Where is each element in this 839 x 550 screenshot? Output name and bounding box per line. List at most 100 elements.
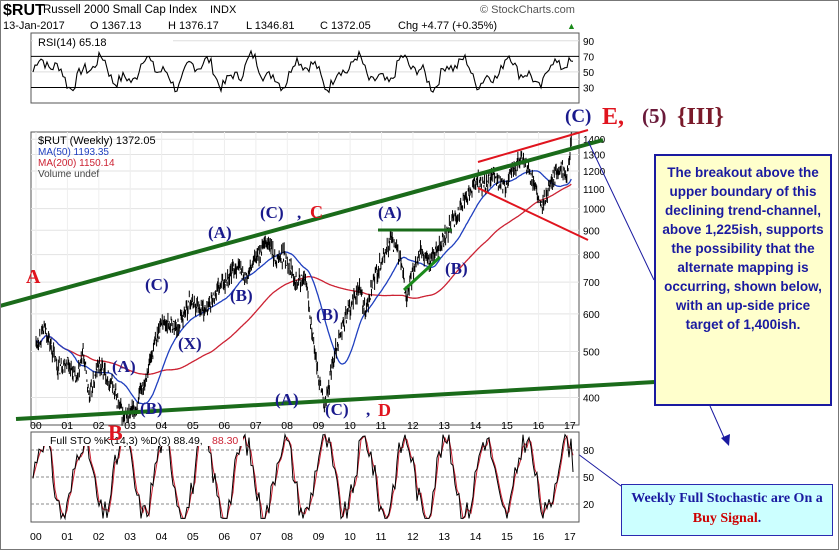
upper-trendline [0,138,604,308]
price-grid [31,132,579,425]
quote-close: C 1372.05 [320,20,371,32]
callout-connector [587,140,655,281]
stoch-tick-label: 80 [583,446,595,457]
price-legend-main: $RUT (Weekly) 1372.05 [38,135,156,147]
red-upper-line [477,129,589,163]
x-tick-label: 13 [438,420,450,432]
x-tick-label: 12 [407,420,419,432]
wave-A2: (A) [208,223,232,242]
legend-ma200: MA(200) 1150.14 [38,158,115,169]
stoch-label-value: 88.30 [212,435,238,447]
wave-b-rise-line [402,255,442,292]
stoch-label: Full STO %K(14,3) %D(3) 88.49, [50,435,203,447]
legend-ma50: MA(50) 1193.35 [38,147,109,158]
stoch-ticks: 80 50 20 [583,446,595,511]
x-tick-label: 03 [124,531,136,543]
wave-E-label: E, [602,104,624,130]
quote-change: Chg +4.77 (+0.35%) [398,20,497,32]
x-tick-label: 13 [438,531,450,543]
wave-B1: (B) [230,286,253,305]
stochastic-callout: Weekly Full Stochastic are On a Buy Sign… [621,484,833,536]
rsi-tick-label: 30 [583,83,595,94]
price-tick-label: 1300 [583,151,606,162]
x-tick-label: 17 [564,420,576,432]
quote-low: L 1346.81 [246,20,295,32]
x-tick-label: 01 [61,531,73,543]
breakout-callout: The breakout above the upper boundary of… [654,154,832,406]
x-tick-label: 14 [470,531,482,543]
wave-A-big: A [26,266,41,288]
rsi-label: RSI(14) 65.18 [38,37,106,49]
rsi-tick-label: 50 [583,68,595,79]
stoch-callout-text: Weekly Full Stochastic are On a [631,491,823,506]
x-tick-label: 09 [313,531,325,543]
lower-trendline [15,380,656,421]
wave-C1: (C) [145,275,169,294]
x-tick-label: 15 [501,531,513,543]
x-tick-label: 06 [218,420,230,432]
x-tick-label: 16 [533,420,545,432]
quote-high: H 1376.17 [168,20,219,32]
x-tick-label: 01 [61,420,73,432]
x-tick-label: 05 [187,531,199,543]
legend-volume: Volume undef [38,169,99,180]
x-tick-label: 12 [407,531,419,543]
rsi-label-bg [33,35,173,48]
brand-label: © StockCharts.com [480,4,575,16]
x-tick-label: 14 [470,420,482,432]
price-tick-label: 800 [583,251,600,262]
x-tick-label: 11 [376,420,387,432]
x-tick-label: 07 [250,531,262,543]
price-tick-label: 1000 [583,205,606,216]
x-axis-bottom: 00 01 02 03 04 05 06 07 08 09 10 11 12 13 14 15 16 17 [30,531,576,543]
symbol-title: $RUT [3,2,45,19]
arrow-head-icon [721,434,730,446]
rsi-ticks: 90 70 50 30 [583,37,595,95]
stoch-grid [31,449,579,505]
wave-C2: (C) [260,203,284,222]
x-tick-label: 00 [30,531,42,543]
wave-X: (X) [178,334,202,353]
price-panel [30,131,580,426]
x-tick-label: 10 [344,420,356,432]
x-tick-label: 11 [376,531,387,543]
x-tick-label: 08 [281,531,293,543]
rsi-tick-label: 70 [583,52,595,63]
stoch-callout-period: . [757,511,762,526]
price-tick-label: 400 [583,393,600,404]
wave-B-big: B [108,420,123,445]
x-tick-label: 04 [156,531,168,543]
x-tick-label: 10 [344,531,356,543]
change-up-icon: ▲ [567,21,576,31]
wave-C3-comma: , [366,400,370,419]
x-tick-label: 02 [93,531,105,543]
quote-open: O 1367.13 [90,20,141,32]
price-tick-label: 900 [583,226,600,237]
ma50-line [35,170,572,405]
x-tick-label: 00 [30,420,42,432]
exchange-label: INDX [210,4,237,16]
x-axis-top: 00 01 02 03 04 05 06 07 08 09 10 11 12 13 14 15 16 17 [30,420,576,432]
red-lower-line [477,187,589,241]
stoch-tick-label: 50 [583,473,595,484]
buy-signal-text: Buy Signal [692,511,758,526]
price-tick-label: 1200 [583,167,606,178]
wave-three: {III} [677,104,724,130]
x-tick-label: 03 [124,420,136,432]
stoch-tick-label: 20 [583,500,595,511]
x-tick-label: 09 [313,420,325,432]
wave-B-low: (B) [140,399,163,418]
price-tick-label: 600 [583,310,600,321]
x-tick-label: 04 [156,420,168,432]
price-tick-label: 500 [583,347,600,358]
wave-C3-letter: D [378,400,391,420]
price-tick-label: 1100 [583,185,605,196]
price-tick-label: 700 [583,278,600,289]
wave-C2-letter: C [310,202,323,222]
x-tick-label: 08 [281,420,293,432]
x-tick-label: 05 [187,420,199,432]
index-name: Russell 2000 Small Cap Index [43,4,197,16]
wave-C2-comma: , [297,203,301,222]
wave-C5: (C) [565,106,591,127]
